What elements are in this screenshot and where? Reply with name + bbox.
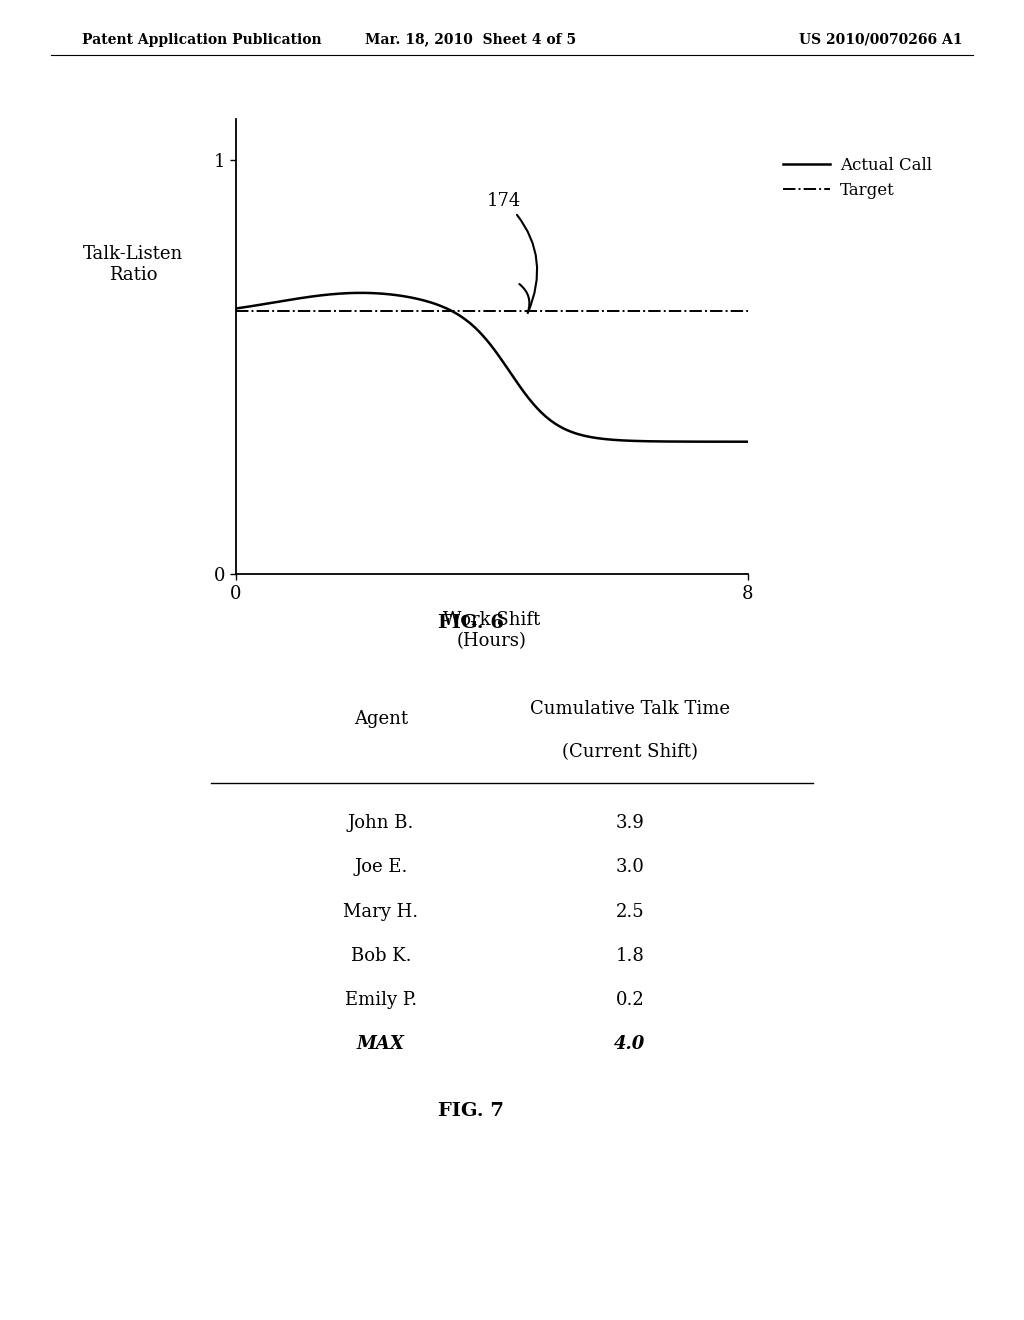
Text: John B.: John B. [348, 814, 414, 832]
Text: Cumulative Talk Time: Cumulative Talk Time [530, 700, 730, 718]
Text: FIG. 7: FIG. 7 [438, 1102, 504, 1121]
Text: Patent Application Publication: Patent Application Publication [82, 33, 322, 46]
Text: Bob K.: Bob K. [350, 946, 412, 965]
X-axis label: Work Shift
(Hours): Work Shift (Hours) [443, 611, 540, 649]
Text: 1.8: 1.8 [615, 946, 644, 965]
Text: Mary H.: Mary H. [343, 903, 419, 920]
Text: Talk-Listen
Ratio: Talk-Listen Ratio [83, 246, 183, 284]
Text: MAX: MAX [357, 1035, 404, 1053]
Text: 174: 174 [487, 191, 538, 313]
Text: 3.9: 3.9 [615, 814, 644, 832]
Text: Mar. 18, 2010  Sheet 4 of 5: Mar. 18, 2010 Sheet 4 of 5 [366, 33, 577, 46]
Text: (Current Shift): (Current Shift) [562, 743, 698, 762]
Text: 0.2: 0.2 [615, 991, 644, 1010]
Legend: Actual Call, Target: Actual Call, Target [776, 150, 938, 206]
Text: Emily P.: Emily P. [345, 991, 417, 1010]
Text: 3.0: 3.0 [615, 858, 644, 876]
Text: FIG. 6: FIG. 6 [438, 614, 504, 632]
Text: Joe E.: Joe E. [354, 858, 408, 876]
Text: Agent: Agent [354, 710, 408, 729]
Text: US 2010/0070266 A1: US 2010/0070266 A1 [799, 33, 963, 46]
Text: 2.5: 2.5 [615, 903, 644, 920]
Text: 4.0: 4.0 [614, 1035, 645, 1053]
